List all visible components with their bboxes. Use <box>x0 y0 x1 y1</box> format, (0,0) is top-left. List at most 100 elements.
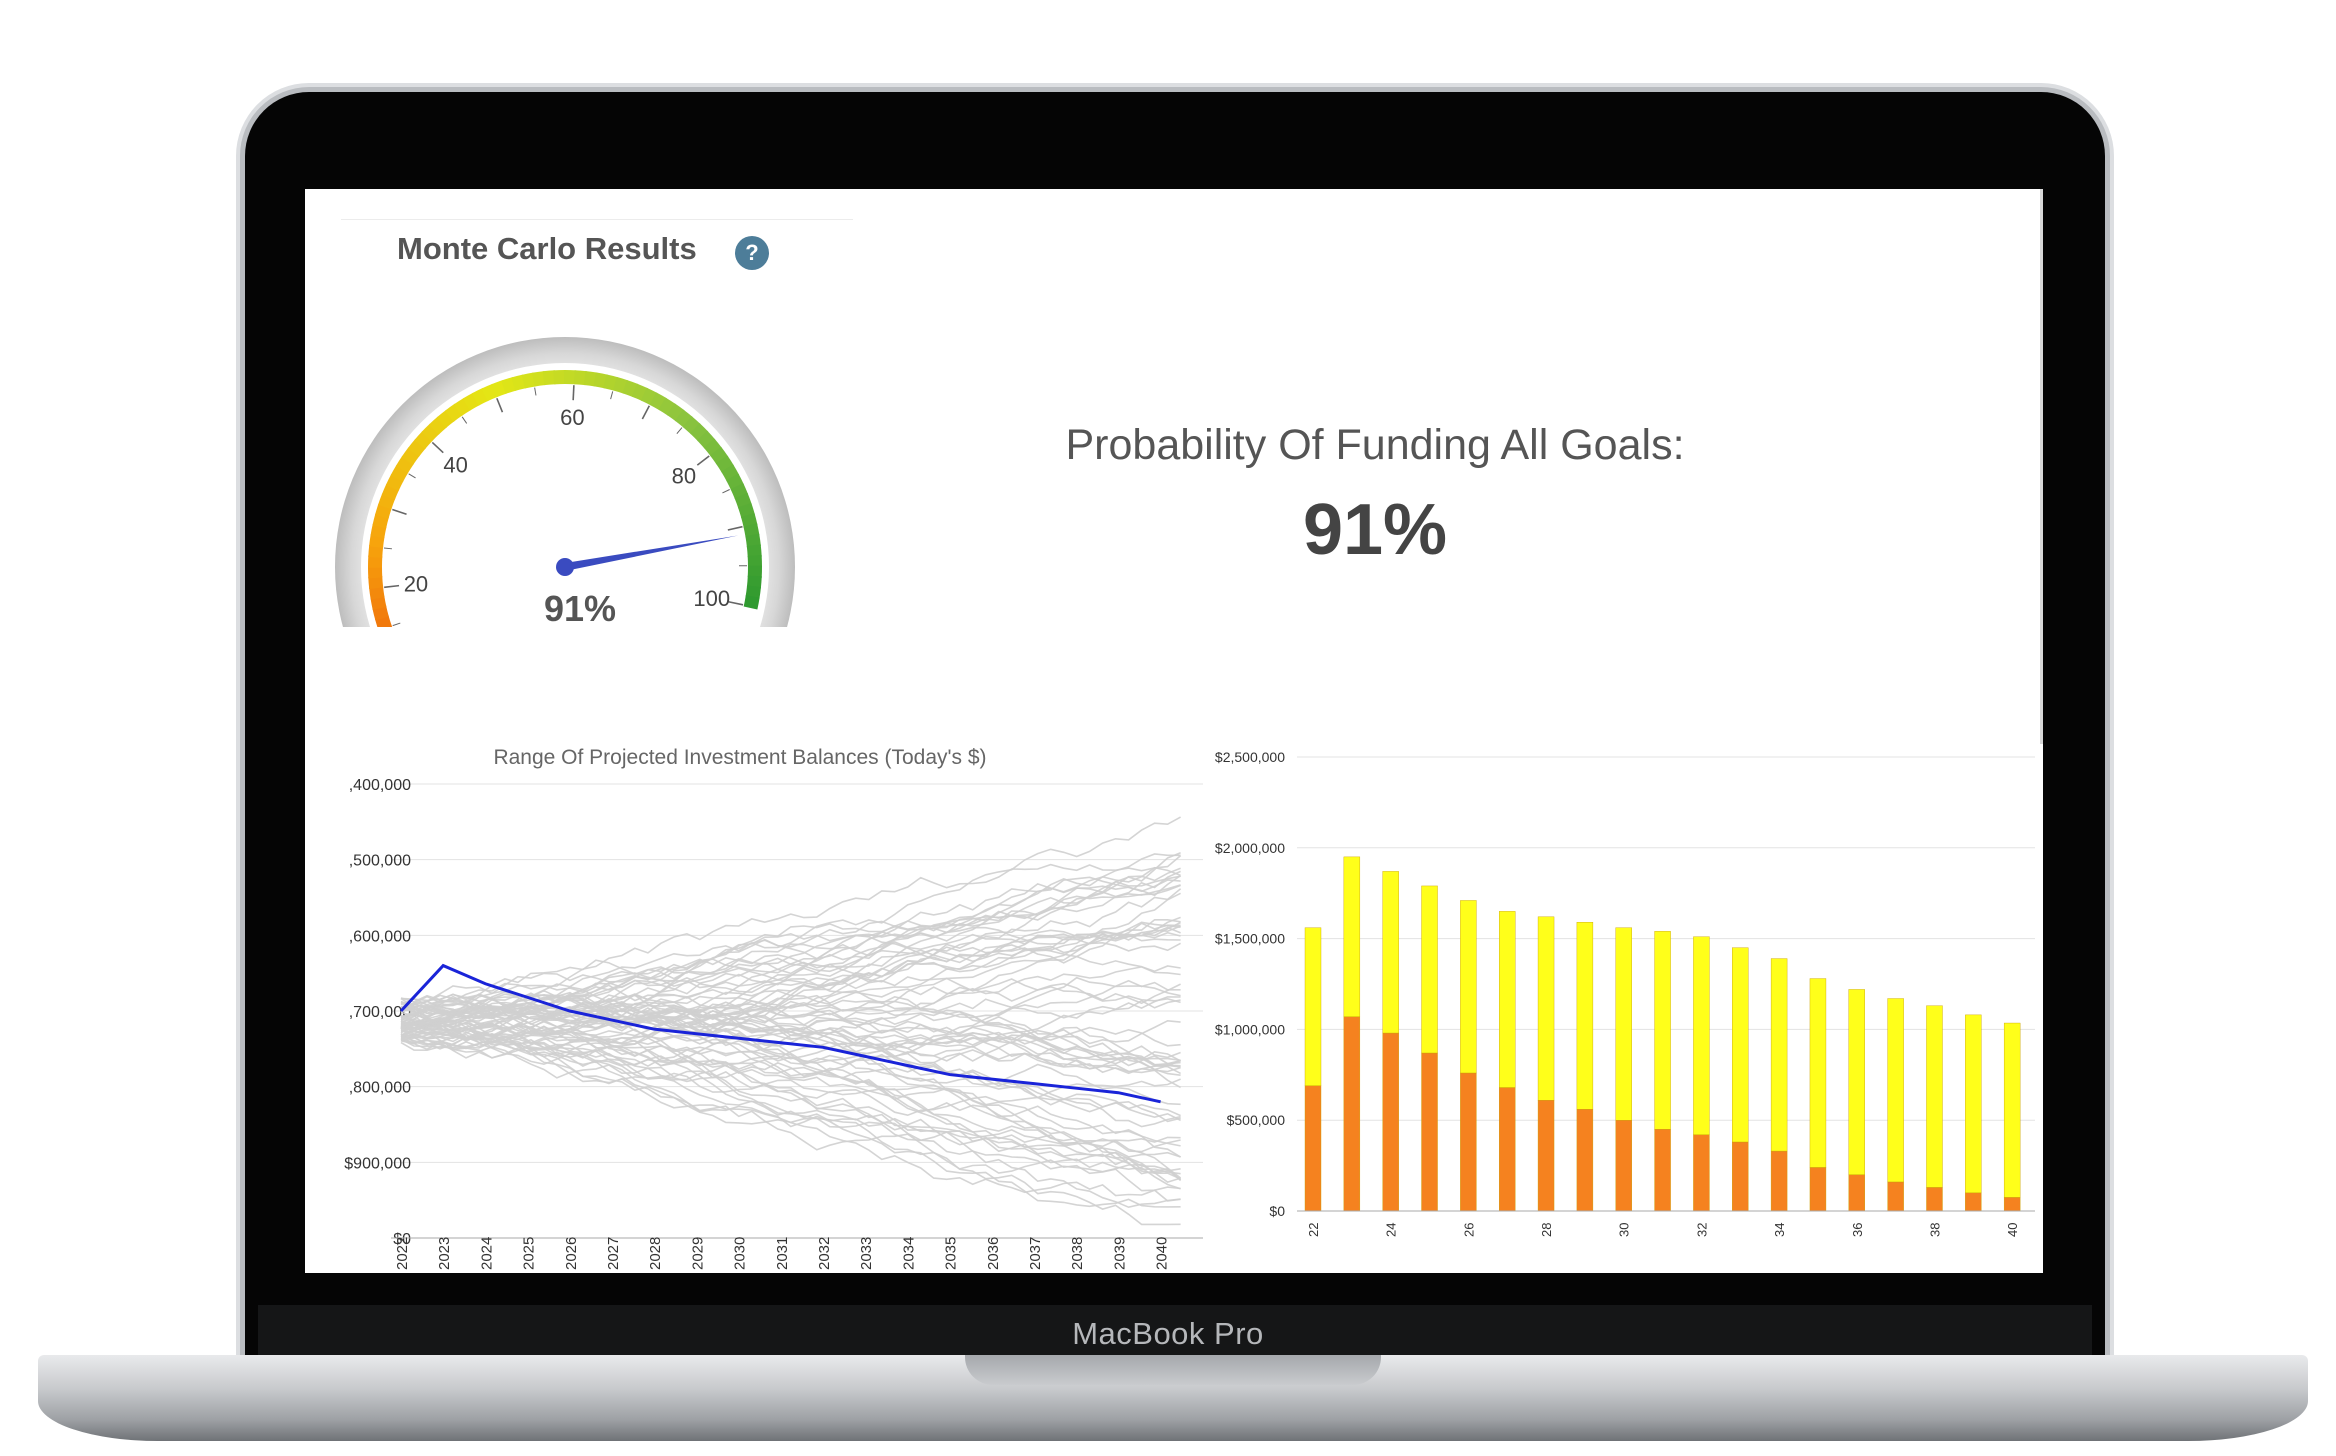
simulation-path <box>400 982 1181 1016</box>
gauge-band-segment <box>583 371 598 387</box>
line-chart-y-tick-label: ,600,000 <box>349 928 411 945</box>
bar-chart-y-tick-label: $2,500,000 <box>1215 749 1285 765</box>
simulation-path <box>400 1019 1181 1202</box>
gauge-band-segment <box>401 447 420 465</box>
gauge-tick <box>676 427 683 435</box>
gauge-tick <box>496 397 504 413</box>
bar-segment-upper <box>1770 958 1788 1152</box>
gauge-band-segment <box>414 430 433 450</box>
simulation-path <box>400 947 1181 1021</box>
question-circle-icon[interactable]: ? <box>735 236 769 270</box>
gauge-band-segment <box>573 370 587 386</box>
line-chart-x-tick-label: 2038 <box>1069 1237 1086 1270</box>
gauge-value-label: 91% <box>544 588 616 629</box>
bar-segment-lower <box>1304 1085 1322 1212</box>
line-chart-x-tick-label: 2034 <box>900 1237 917 1270</box>
gauge-band-segment <box>743 595 760 610</box>
gauge-band-segment <box>746 575 762 589</box>
gauge-band-segment <box>372 513 389 529</box>
bar-segment-upper <box>1499 911 1516 1088</box>
simulation-path <box>400 852 1181 1045</box>
gauge-band-segment <box>501 377 517 394</box>
gauge-tick <box>392 508 407 516</box>
gauge-band-segment <box>743 523 760 538</box>
gauge-band-segment <box>734 492 752 509</box>
gauge-band-segment <box>407 438 427 457</box>
simulation-path <box>400 1036 1181 1123</box>
probability-value: 91% <box>1302 490 1448 570</box>
line-chart-y-tick-label: ,400,000 <box>349 777 411 794</box>
gauge-band-segment <box>612 376 629 394</box>
simulation-path <box>400 997 1181 1143</box>
simulation-path <box>400 979 1181 1030</box>
gauge-band-segment <box>397 655 403 665</box>
gauge-band-segment <box>511 374 527 391</box>
bar-chart-x-tick-label: 40 <box>2005 1223 2020 1237</box>
gauge-band-segment <box>407 673 414 683</box>
gauge-tick-label: 0 <box>475 679 487 699</box>
gauge-band-segment <box>746 544 762 558</box>
gauge-band-segment <box>593 372 608 389</box>
gauge-band-segment <box>421 423 440 442</box>
gauge-band-segment <box>690 423 709 442</box>
simulation-path <box>400 916 1181 1037</box>
gauge-band-segment <box>697 430 716 449</box>
simulation-path <box>400 816 1181 1032</box>
gauge-band-segment <box>388 636 393 647</box>
bar-segment-lower <box>1460 1072 1477 1212</box>
gauge-band-segment <box>649 392 667 411</box>
bar-segment-lower <box>1537 1100 1555 1212</box>
simulation-path <box>400 1011 1181 1158</box>
simulation-path <box>400 1032 1181 1180</box>
gauge-needle-hub <box>556 558 574 576</box>
bar-segment-upper <box>1887 998 1904 1183</box>
line-chart-x-tick-label: 2025 <box>521 1237 538 1270</box>
gauge-band-segment <box>674 409 693 428</box>
gauge-band-segment <box>532 371 546 387</box>
gauge-tick-label: 20 <box>404 572 428 597</box>
line-chart-x-tick-label: 2027 <box>605 1237 622 1270</box>
gauge-band-segment <box>462 392 480 411</box>
gauge-band-segment <box>721 464 740 482</box>
line-chart-x-tick-label: 2036 <box>985 1237 1002 1270</box>
bar-chart-y-tick-label: $1,000,000 <box>1215 1021 1285 1037</box>
gauge-band-segment <box>726 473 744 491</box>
gauge-band-segment <box>378 493 396 510</box>
line-chart-x-tick-label: 2028 <box>647 1237 664 1270</box>
bar-chart-y-tick-label: $1,500,000 <box>1215 931 1285 947</box>
laptop-notch <box>965 1355 1381 1385</box>
gauge-tick <box>696 455 710 466</box>
bar-segment-upper <box>1537 916 1555 1101</box>
bar-segment-lower <box>1421 1052 1438 1212</box>
bar-chart-x-tick-label: 38 <box>1927 1223 1942 1237</box>
gauge-band-segment <box>640 387 658 406</box>
gauge-tick <box>433 687 439 693</box>
bar-chart-x-tick-label: 36 <box>1850 1223 1865 1237</box>
gauge-band-segment <box>374 615 392 627</box>
gauge-band-segment <box>370 523 387 539</box>
simulation-path <box>400 1020 1181 1174</box>
gauge-band-segment <box>666 403 685 422</box>
gauge-tick-label: 60 <box>560 405 584 430</box>
simulation-path <box>400 853 1181 1013</box>
gauge-band-segment <box>381 483 400 500</box>
gauge-tick <box>610 391 614 400</box>
simulation-path <box>400 1017 1182 1181</box>
bar-chart-x-tick-label: 24 <box>1384 1223 1399 1237</box>
bar-chart-y-tick-label: $2,000,000 <box>1215 840 1285 856</box>
probability-gauge: 0 20 40 60 80 100 91% <box>335 337 795 699</box>
gauge-band-segment <box>413 681 420 690</box>
bar-chart-x-tick-label: 30 <box>1617 1223 1632 1237</box>
gauge-band-segment <box>369 534 385 548</box>
gauge-tick <box>409 654 422 662</box>
gauge-tick <box>641 405 651 420</box>
bar-chart-y-tick-label: $0 <box>1269 1203 1285 1219</box>
gauge-band-segment <box>603 374 619 391</box>
line-chart-y-tick-label: $0 <box>393 1231 411 1248</box>
gauge-band-segment <box>730 483 749 500</box>
gauge-band-segment <box>395 455 414 474</box>
gauge-tick <box>408 473 416 479</box>
simulation-paths <box>399 816 1182 1226</box>
bar-segment-upper <box>1343 856 1361 1017</box>
laptop-screen: Monte Carlo Results ? 0 20 40 60 80 100 91% Pr… <box>305 189 2043 1273</box>
